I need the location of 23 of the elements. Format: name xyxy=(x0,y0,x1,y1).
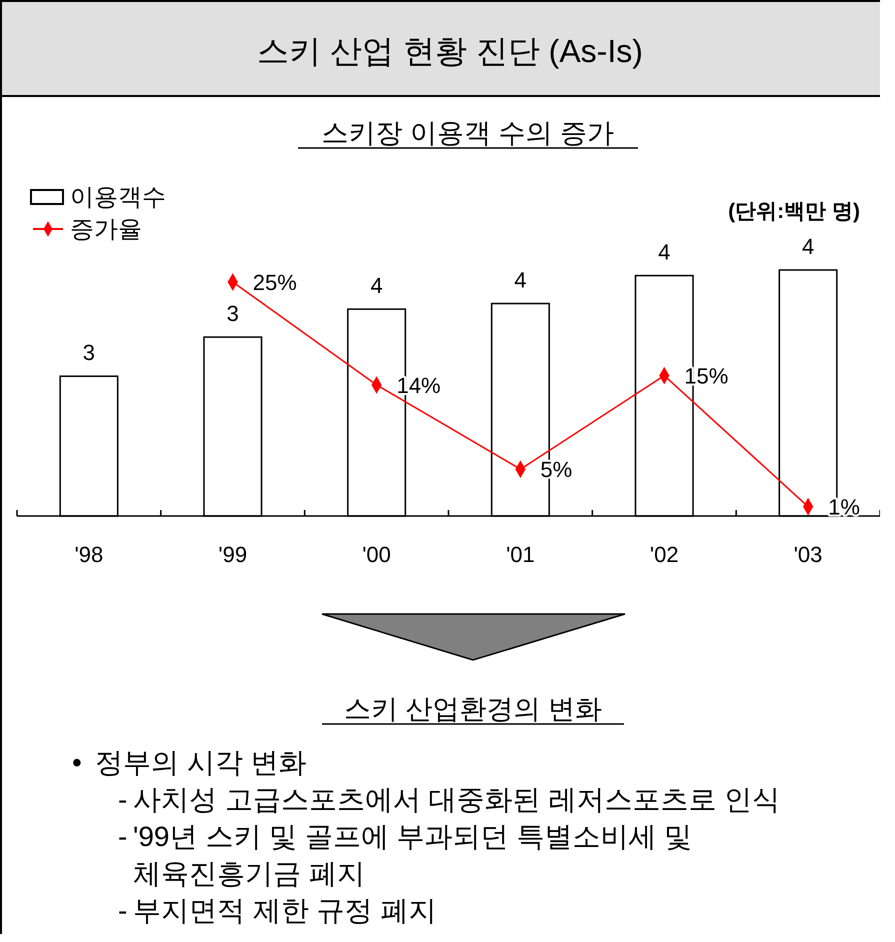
text: - 사치성 고급스포츠에서 대중화된 레저스포츠로 인식 xyxy=(118,784,780,815)
x-tick-label: '98 xyxy=(74,542,104,567)
legend-label: 증가율 xyxy=(70,216,142,243)
text: 스키 산업환경의 변화 xyxy=(344,694,602,724)
x-tick-label: '02 xyxy=(650,542,679,567)
data-label: 4 xyxy=(802,234,814,259)
data-label: 4 xyxy=(370,273,383,298)
x-tick-label: '00 xyxy=(362,542,391,567)
text: • 정부의 시각 변화 xyxy=(72,747,307,778)
text: (단위:백만 명) xyxy=(728,200,860,223)
x-tick-label: '99 xyxy=(218,542,248,567)
x-tick-label: '01 xyxy=(506,542,535,567)
data-label: 25% xyxy=(252,270,297,295)
x-tick-label: '03 xyxy=(794,542,822,567)
chart-title: 스키 산업 현황 진단 (As-Is) xyxy=(257,33,643,69)
text: - '99년 스키 및 골프에 부과되던 특별소비세 및 체육진흥기금 폐지 xyxy=(118,821,692,889)
legend-label: 이용객수 xyxy=(70,184,166,211)
text: - 부지면적 제한 규정 폐지 xyxy=(118,895,436,926)
data-label: 4 xyxy=(658,240,670,265)
data-label: 3 xyxy=(226,301,239,326)
chart-subtitle: 스키장 이용객 수의 증가 xyxy=(322,118,614,148)
data-label: 3 xyxy=(82,340,96,366)
data-label: 4 xyxy=(514,268,527,293)
